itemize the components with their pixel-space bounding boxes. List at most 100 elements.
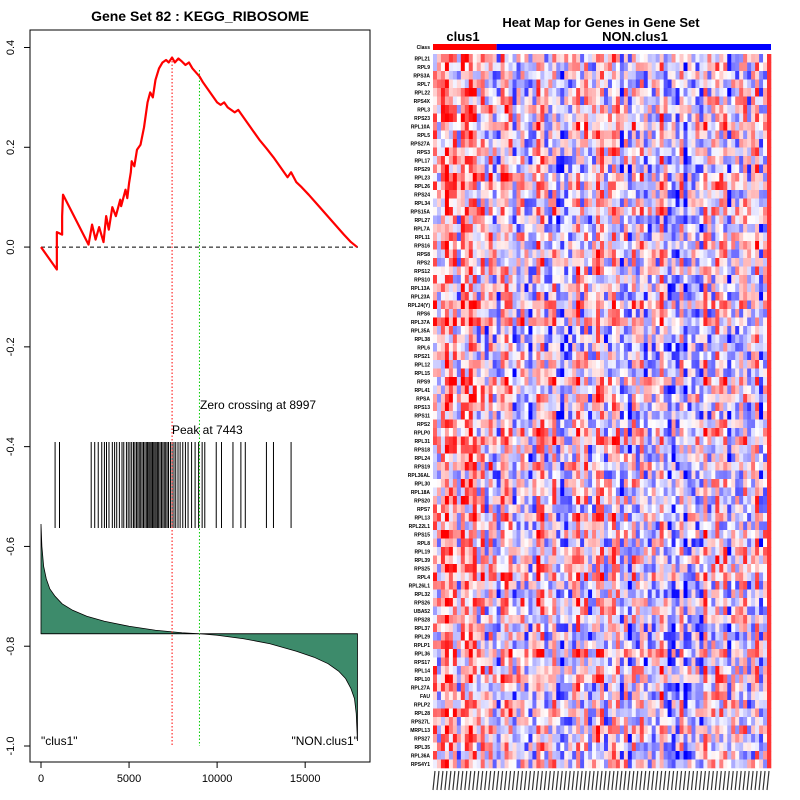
heatmap-cell [512, 173, 517, 182]
heatmap-cell [460, 385, 466, 395]
heatmap-cell [767, 411, 772, 420]
heatmap-cell [747, 385, 752, 395]
heatmap-cell [460, 521, 466, 531]
heatmap-cell [552, 462, 557, 471]
heatmap-cell [675, 113, 680, 123]
heatmap-cell [532, 309, 537, 318]
heatmap-cell [520, 445, 525, 454]
heatmap-cell [476, 377, 482, 386]
heatmap-cell [433, 394, 438, 403]
heatmap-cell [687, 113, 692, 123]
heatmap-cell [695, 462, 700, 471]
heatmap-cell [572, 419, 577, 429]
heatmap-cell [460, 326, 466, 335]
heatmap-cell [683, 181, 688, 191]
heatmap-cell [611, 241, 617, 250]
heatmap-cell [492, 96, 497, 106]
heatmap-cell [759, 164, 764, 174]
heatmap-cell [759, 249, 764, 259]
heatmap-cell [707, 139, 712, 148]
heatmap-cell [572, 343, 577, 352]
heatmap-cell [619, 419, 625, 429]
heatmap-cell [540, 453, 545, 463]
heatmap-cell [723, 113, 728, 123]
heatmap-cell [556, 181, 561, 191]
heatmap-cell [659, 88, 664, 97]
heatmap-cell [663, 292, 668, 301]
heatmap-cell [615, 156, 621, 165]
heatmap-cell [584, 385, 589, 395]
heatmap-cell [627, 275, 633, 284]
heatmap-cell [464, 351, 470, 361]
heatmap-cell [687, 88, 692, 97]
heatmap-cell [448, 487, 454, 497]
heatmap-cell [456, 164, 462, 174]
heatmap-cell [528, 198, 533, 208]
heatmap-cell [699, 122, 704, 131]
heatmap-cell [763, 428, 768, 437]
heatmap-cell [528, 479, 533, 488]
heatmap-cell [743, 113, 748, 123]
heatmap-cell [659, 122, 664, 131]
heatmap-cell [456, 62, 462, 72]
heatmap-cell [743, 190, 748, 199]
heatmap-cell [703, 470, 708, 480]
heatmap-cell [536, 173, 541, 182]
heatmap-cell [759, 521, 764, 531]
heatmap-cell [592, 207, 597, 216]
heatmap-cell [516, 487, 521, 497]
heatmap-cell [592, 428, 597, 437]
heatmap-cell [755, 360, 760, 369]
heatmap-cell [703, 436, 708, 446]
heatmap-cell [468, 530, 474, 539]
heatmap-cell [448, 266, 454, 276]
heatmap-cell [580, 130, 585, 140]
heatmap-cell [747, 190, 752, 199]
heatmap-cell [623, 411, 629, 420]
heatmap-cell [747, 428, 752, 437]
heatmap-cell [719, 343, 724, 352]
heatmap-cell [500, 436, 505, 446]
heatmap-cell [500, 419, 505, 429]
heatmap-cell [440, 479, 446, 488]
heatmap-cell [580, 207, 585, 216]
heatmap-cell [607, 351, 613, 361]
heatmap-cell [568, 343, 573, 352]
heatmap-cell [440, 377, 446, 386]
heatmap-cell [683, 351, 688, 361]
heatmap-cell [651, 368, 656, 378]
heatmap-cell [584, 428, 589, 437]
heatmap-cell [639, 96, 645, 106]
heatmap-cell [484, 292, 489, 301]
heatmap-cell [751, 436, 756, 446]
heatmap-cell [596, 351, 601, 361]
heatmap-cell [735, 54, 740, 63]
heatmap-cell [651, 54, 656, 63]
heatmap-cell [747, 241, 752, 250]
heatmap-cell [659, 241, 664, 250]
heatmap-cell [759, 71, 764, 80]
heatmap-cell [615, 190, 621, 199]
heatmap-cell [464, 487, 470, 497]
heatmap-cell [755, 139, 760, 148]
heatmap-cell [440, 292, 446, 301]
heatmap-cell [763, 79, 768, 89]
heatmap-cell [607, 445, 613, 454]
heatmap-cell [516, 224, 521, 233]
heatmap-cell [508, 343, 513, 352]
heatmap-cell [735, 71, 740, 80]
heatmap-cell [488, 317, 493, 327]
heatmap-cell [576, 394, 581, 403]
heatmap-cell [460, 130, 466, 140]
heatmap-cell [639, 173, 645, 182]
heatmap-cell [631, 62, 637, 72]
heatmap-cell [675, 394, 680, 403]
heatmap-cell [452, 360, 458, 369]
heatmap-cell [639, 71, 645, 80]
heatmap-cell [456, 538, 462, 548]
heatmap-cell [568, 258, 573, 267]
heatmap-cell [699, 292, 704, 301]
heatmap-cell [659, 377, 664, 386]
heatmap-cell [500, 521, 505, 531]
heatmap-cell [476, 326, 482, 335]
